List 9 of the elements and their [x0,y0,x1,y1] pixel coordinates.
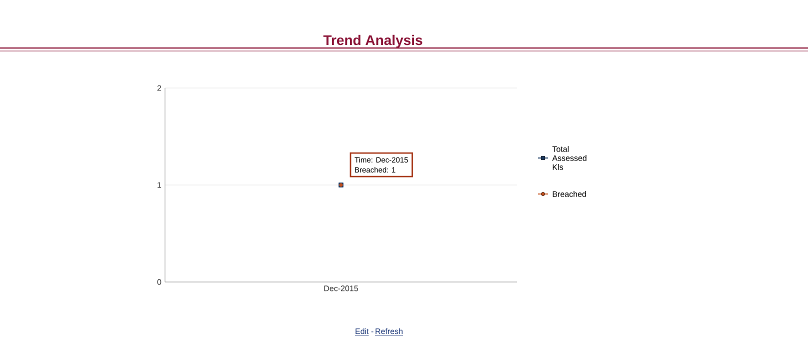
y-tick-label: 2 [157,85,162,91]
y-tick-label: 1 [158,182,162,188]
text: Refresh [376,328,402,334]
y-tick-label: 0 [157,279,162,285]
legend-label: Total Assessed Kls [552,146,586,170]
text: Edit [356,328,369,334]
legend-label: Breached [552,191,586,197]
chart-title: Trend Analysis [323,34,422,48]
x-tick-label: Dec-2015 [324,286,358,292]
